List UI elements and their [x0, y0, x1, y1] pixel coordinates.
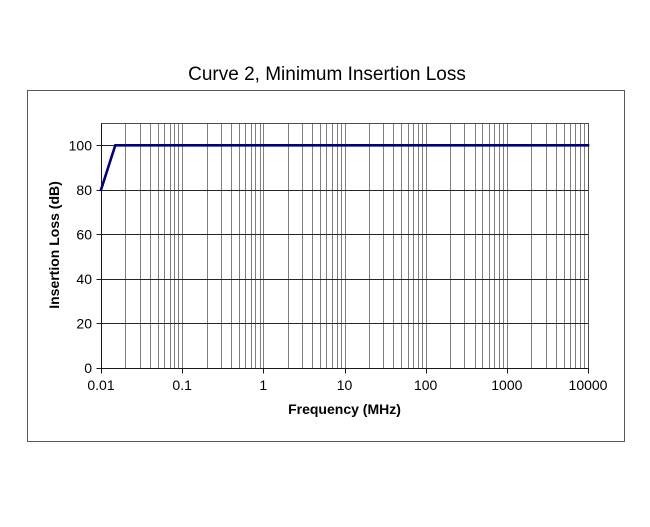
x-tick-label: 1 [259, 377, 267, 393]
x-tick-label: 1000 [491, 377, 522, 393]
x-tick-label: 100 [414, 377, 438, 393]
x-tick-label: 10000 [569, 377, 608, 393]
y-tick-label: 60 [76, 226, 92, 242]
chart-title: Curve 2, Minimum Insertion Loss [188, 64, 466, 85]
vertical-gridlines [101, 123, 589, 369]
y-tick-label: 100 [69, 137, 93, 153]
tick-marks [96, 145, 589, 374]
y-tick-label: 40 [76, 271, 92, 287]
x-tick-label: 0.1 [172, 377, 192, 393]
y-tick-label: 80 [76, 182, 92, 198]
y-tick-label: 0 [84, 360, 92, 376]
series-line-curve2 [99, 143, 590, 192]
x-tick-label: 10 [337, 377, 353, 393]
tick-labels: 0 20 40 60 80 100 0.01 0.1 1 10 100 1000 10000 [69, 137, 608, 393]
x-axis-title: Frequency (MHz) [288, 401, 401, 417]
x-tick-label: 0.01 [87, 377, 114, 393]
y-tick-label: 20 [76, 315, 92, 331]
y-axis-title: Insertion Loss (dB) [46, 181, 62, 309]
